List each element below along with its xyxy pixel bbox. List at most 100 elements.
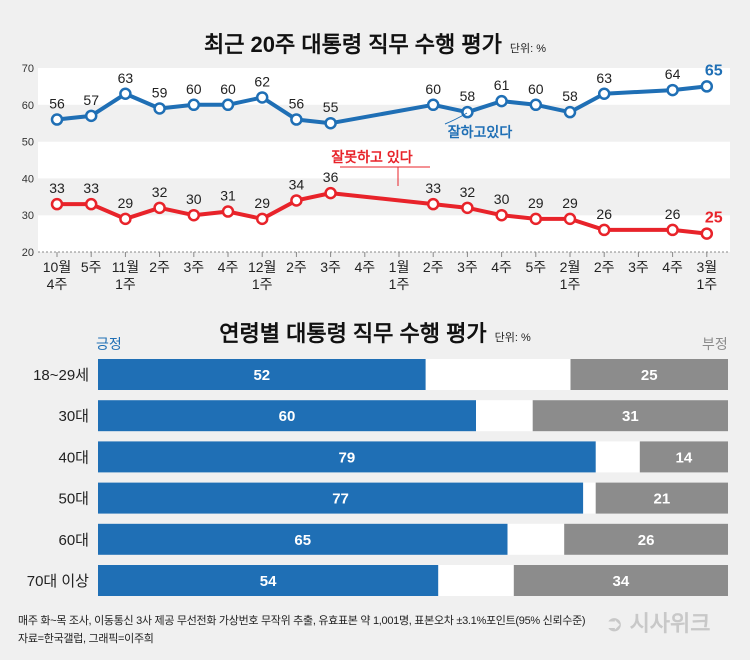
x-tick-label: 1주 bbox=[115, 276, 136, 292]
data-label: 64 bbox=[665, 66, 681, 82]
bar-positive bbox=[98, 565, 439, 596]
data-label: 25 bbox=[705, 210, 723, 227]
bar-category-label: 18~29세 bbox=[33, 367, 89, 384]
x-tick-label: 1주 bbox=[696, 276, 717, 292]
x-tick-label: 11월 bbox=[112, 259, 139, 275]
y-tick-label: 50 bbox=[22, 137, 34, 149]
data-point bbox=[563, 105, 577, 119]
data-point bbox=[597, 223, 611, 237]
y-tick-label: 20 bbox=[22, 247, 34, 259]
x-tick-label: 2주 bbox=[594, 259, 615, 275]
data-label: 31 bbox=[220, 188, 236, 204]
footer-note: 매주 화~목 조사, 이동통신 3사 제공 무선전화 가상번호 무작위 추출, … bbox=[18, 615, 586, 627]
data-point bbox=[221, 205, 235, 218]
x-tick-label: 4주 bbox=[47, 276, 68, 292]
x-tick-label: 5주 bbox=[81, 259, 102, 275]
data-label: 33 bbox=[425, 180, 441, 196]
bar-category-label: 70대 이상 bbox=[27, 573, 89, 590]
data-label: 29 bbox=[118, 195, 134, 211]
data-label: 26 bbox=[665, 206, 681, 222]
data-label: 58 bbox=[562, 88, 578, 104]
legend-negative: 잘못하고 있다 bbox=[331, 149, 412, 165]
bar-negative-label: 21 bbox=[654, 491, 671, 508]
data-point bbox=[153, 102, 166, 115]
data-point bbox=[495, 94, 508, 108]
logo-text: 시사위크 bbox=[629, 611, 711, 636]
data-point bbox=[666, 83, 679, 97]
bar-chart-unit: 단위: % bbox=[494, 332, 531, 344]
data-label: 56 bbox=[289, 96, 305, 112]
grid-band bbox=[38, 104, 730, 142]
data-point bbox=[187, 208, 201, 222]
bar-positive-label: 60 bbox=[279, 408, 296, 425]
line-chart-title: 최근 20주 대통령 직무 수행 평가 단위: % bbox=[0, 27, 750, 59]
grid-band bbox=[38, 141, 730, 179]
bar-negative bbox=[513, 565, 728, 596]
data-point bbox=[324, 116, 337, 130]
x-tick-label: 12월 bbox=[248, 259, 276, 275]
x-tick-label: 3주 bbox=[457, 259, 478, 275]
bar-negative bbox=[570, 359, 728, 390]
data-label: 33 bbox=[49, 180, 65, 196]
bar-positive bbox=[98, 523, 508, 555]
bar-positive-label: 79 bbox=[339, 449, 356, 466]
data-label: 57 bbox=[83, 92, 99, 108]
line-chart-unit: 단위: % bbox=[509, 43, 547, 55]
grid-band bbox=[38, 68, 730, 105]
logo: ➲ 시사위크 bbox=[605, 606, 711, 638]
bar-category-label: 30대 bbox=[59, 408, 90, 425]
x-tick-label: 3주 bbox=[320, 259, 341, 275]
data-label: 63 bbox=[118, 70, 134, 86]
y-tick-label: 70 bbox=[22, 63, 34, 75]
x-tick-label: 2주 bbox=[423, 259, 444, 275]
x-tick-label: 1월 bbox=[389, 259, 410, 275]
bar-negative-label: 14 bbox=[676, 449, 693, 466]
bar-negative bbox=[639, 441, 728, 473]
x-tick-label: 5주 bbox=[525, 259, 546, 275]
bar-positive bbox=[98, 482, 584, 514]
data-label: 58 bbox=[460, 88, 476, 104]
data-point bbox=[324, 186, 337, 200]
data-label: 36 bbox=[323, 169, 339, 185]
data-point bbox=[221, 98, 235, 112]
x-tick-label: 10월 bbox=[43, 259, 71, 275]
data-label: 61 bbox=[494, 77, 510, 93]
data-point bbox=[187, 98, 201, 112]
bar-negative bbox=[595, 482, 728, 514]
data-point bbox=[255, 212, 269, 226]
data-label: 30 bbox=[494, 191, 510, 207]
data-point bbox=[153, 201, 166, 215]
data-point bbox=[495, 208, 508, 222]
data-point bbox=[255, 91, 269, 104]
data-point bbox=[50, 113, 64, 126]
x-tick-label: 2주 bbox=[286, 259, 307, 275]
bar-positive-label: 77 bbox=[332, 491, 349, 508]
data-label: 29 bbox=[254, 195, 270, 211]
data-label: 60 bbox=[220, 81, 236, 97]
y-tick-label: 40 bbox=[22, 173, 34, 185]
data-point bbox=[666, 223, 679, 237]
footer-source: 자료=한국갤럽, 그래픽=이주희 bbox=[18, 633, 154, 645]
data-label: 60 bbox=[425, 81, 441, 97]
data-label: 34 bbox=[289, 176, 305, 192]
data-label: 26 bbox=[596, 206, 612, 222]
x-tick-label: 3주 bbox=[183, 259, 204, 275]
negative-label: 부정 bbox=[702, 336, 728, 352]
x-tick-label: 1주 bbox=[389, 276, 410, 292]
x-tick-label: 4주 bbox=[354, 259, 375, 275]
bar-positive bbox=[98, 441, 596, 473]
grid-band bbox=[38, 215, 730, 252]
data-label: 33 bbox=[83, 180, 99, 196]
data-point bbox=[700, 80, 714, 93]
y-tick-label: 30 bbox=[22, 210, 34, 222]
data-point bbox=[529, 212, 543, 226]
data-label: 63 bbox=[596, 70, 612, 86]
x-tick-label: 4주 bbox=[218, 259, 239, 275]
x-tick-label: 4주 bbox=[491, 259, 512, 275]
legend-positive-pointer bbox=[444, 112, 468, 125]
data-point bbox=[426, 197, 440, 211]
bar-negative bbox=[564, 523, 728, 555]
bar-positive-label: 52 bbox=[253, 367, 270, 384]
bar-positive bbox=[98, 400, 476, 432]
data-label: 55 bbox=[323, 99, 339, 115]
